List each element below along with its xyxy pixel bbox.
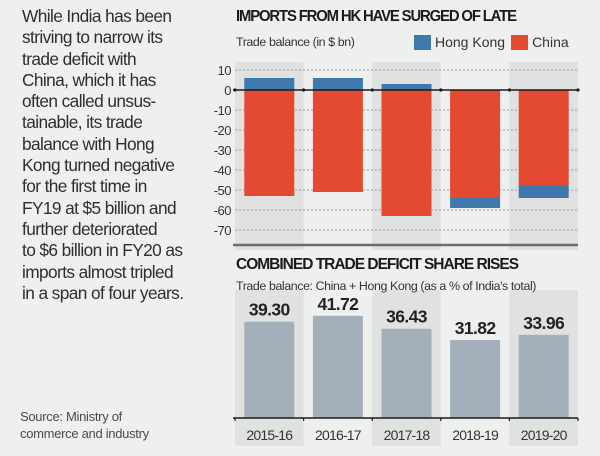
source-line-1: Source: Ministry of	[20, 409, 122, 424]
story-line: in a span of four years.	[22, 282, 184, 303]
story-line: to $6 billion in FY20 as	[22, 240, 183, 261]
share-value-label: 36.43	[386, 307, 428, 327]
story-line: balance with Hong	[22, 133, 155, 154]
legend-swatch-hong-kong	[414, 34, 431, 50]
chart1-legend: Hong Kong China	[414, 34, 575, 50]
zero-line-tick	[576, 88, 580, 92]
story-line: While India has been	[22, 6, 172, 26]
zero-line-tick	[439, 88, 443, 92]
share-bar	[244, 321, 295, 418]
y-tick-label: -60	[214, 203, 232, 218]
bar-hong-kong	[381, 84, 432, 90]
share-bar	[518, 334, 569, 418]
bar-china	[244, 90, 295, 196]
legend-item-hong-kong: Hong Kong	[414, 34, 505, 50]
x-tick-label: 2015-16	[246, 427, 293, 443]
bar-hong-kong	[312, 78, 363, 90]
chart2-subtitle: Trade balance: China + Hong Kong (as a %…	[236, 279, 537, 293]
legend-label-hong-kong: Hong Kong	[435, 34, 506, 50]
chart1-title: IMPORTS FROM HK HAVE SURGED OF LATE	[236, 8, 517, 25]
story-line: often called unsus-	[22, 91, 156, 112]
story-line: further deteriorated	[22, 218, 158, 239]
share-value-label: 41.72	[318, 294, 360, 314]
share-bar	[450, 340, 501, 418]
share-value-label: 31.82	[455, 318, 497, 338]
y-tick-label: -70	[214, 223, 232, 238]
legend-label-china: China	[532, 34, 569, 50]
story-line: Kong turned negative	[22, 155, 175, 176]
y-tick-label: -50	[214, 183, 232, 198]
y-tick-label: 10	[218, 63, 232, 78]
bar-china	[312, 90, 363, 192]
story-line: trade deficit with	[22, 48, 137, 69]
share-bar	[381, 328, 432, 418]
zero-line-tick	[302, 88, 306, 92]
y-tick-label: -10	[214, 103, 232, 118]
share-value-label: 33.96	[523, 313, 565, 333]
bar-hong-kong	[450, 198, 501, 208]
story-line: for the first time in	[22, 176, 147, 197]
story-line: striving to narrow its	[22, 27, 163, 48]
bar-china	[450, 90, 501, 198]
story-line: tainable, its trade	[22, 112, 143, 133]
bar-hong-kong	[518, 186, 569, 198]
chart1-subtitle: Trade balance (in $ bn)	[236, 35, 355, 49]
legend-item-china: China	[511, 34, 569, 50]
source-note: Source: Ministry of commerce and industr…	[20, 408, 220, 442]
x-tick-label: 2019-20	[521, 427, 568, 443]
x-tick-label: 2016-17	[315, 427, 362, 443]
zero-line-tick	[233, 88, 237, 92]
share-value-label: 39.30	[249, 300, 291, 320]
source-line-2: commerce and industry	[20, 426, 149, 441]
y-tick-label: -30	[214, 143, 232, 158]
share-bar	[312, 315, 363, 418]
story-line: imports almost tripled	[22, 261, 174, 282]
bar-china	[381, 90, 432, 216]
bar-hong-kong	[244, 78, 295, 90]
y-tick-label: 0	[224, 83, 231, 98]
story-text: While India has been striving to narrow i…	[22, 6, 222, 304]
chart2-title: COMBINED TRADE DEFICIT SHARE RISES	[236, 256, 519, 273]
story-line: FY19 at $5 billion and	[22, 197, 177, 218]
story-line: China, which it has	[22, 69, 156, 90]
zero-line-tick	[507, 88, 511, 92]
legend-swatch-china	[511, 34, 529, 50]
bar-china	[518, 90, 569, 186]
x-tick-label: 2017-18	[384, 427, 431, 443]
y-tick-label: -20	[214, 123, 232, 138]
zero-line-tick	[370, 88, 374, 92]
x-tick-label: 2018-19	[452, 427, 499, 443]
y-tick-label: -40	[214, 163, 232, 178]
